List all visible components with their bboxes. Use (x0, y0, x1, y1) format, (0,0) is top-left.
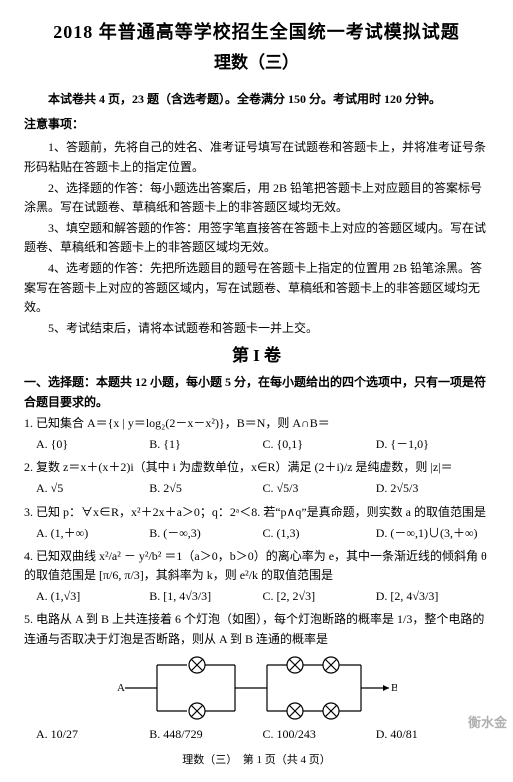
question-5: 5. 电路从 A 到 B 上共连接着 6 个灯泡（如图），每个灯泡断路的概率是 … (24, 610, 489, 744)
option-b: B. [1, 4√3/3] (149, 587, 262, 606)
page-footer: 理数（三） 第 1 页（共 4 页） (24, 752, 489, 770)
watermark: 衡水金 (468, 713, 507, 734)
option-c: C. √5/3 (263, 479, 376, 498)
option-a: A. (1,＋∞) (36, 524, 149, 543)
question-text: 3. 已知 p：∀x∈R，x²＋2x＋a＞0；q：2ᵃ＜8. 若“p∧q”是真命… (24, 503, 489, 522)
notice-item: 2、选择题的作答：每小题选出答案后，用 2B 铅笔把答题卡上对应题目的答案标号涂… (24, 179, 489, 217)
question-4: 4. 已知双曲线 x²/a² － y²/b² ＝1（a＞0，b＞0）的离心率为 … (24, 547, 489, 607)
option-b: B. 448/729 (149, 725, 262, 744)
option-a: A. 10/27 (36, 725, 149, 744)
exam-intro: 本试卷共 4 页，23 题（含选考题）。全卷满分 150 分。考试用时 120 … (24, 90, 489, 109)
option-a: A. {0} (36, 435, 149, 454)
option-a: A. √5 (36, 479, 149, 498)
option-d: D. [2, 4√3/3] (376, 587, 489, 606)
option-d: D. 2√5/3 (376, 479, 489, 498)
option-b: B. 2√5 (149, 479, 262, 498)
question-text: 4. 已知双曲线 x²/a² － y²/b² ＝1（a＞0，b＞0）的离心率为 … (24, 547, 489, 585)
option-c: C. [2, 2√3] (263, 587, 376, 606)
question-3: 3. 已知 p：∀x∈R，x²＋2x＋a＞0；q：2ᵃ＜8. 若“p∧q”是真命… (24, 503, 489, 543)
notice-item: 3、填空题和解答题的作答：用签字笔直接答在答题卡上对应的答题区域内。写在试题卷、… (24, 219, 489, 257)
option-c: C. {0,1} (263, 435, 376, 454)
svg-text:A: A (117, 682, 125, 694)
circuit-diagram: A B (117, 653, 397, 723)
option-b: B. (－∞,3) (149, 524, 262, 543)
question-text: 5. 电路从 A 到 B 上共连接着 6 个灯泡（如图），每个灯泡断路的概率是 … (24, 610, 489, 648)
question-2: 2. 复数 z＝x＋(x＋2)i（其中 i 为虚数单位，x∈R）满足 (2＋i)… (24, 458, 489, 498)
option-c: C. 100/243 (263, 725, 376, 744)
section-1-heading: 第 I 卷 (24, 342, 489, 369)
exam-title: 2018 年普通高等学校招生全国统一考试模拟试题 (24, 18, 489, 47)
svg-text:B: B (391, 682, 397, 694)
notice-item: 4、选考题的作答：先把所选题目的题号在答题卡上指定的位置用 2B 铅笔涂黑。答案… (24, 259, 489, 317)
notice-item: 5、考试结束后，请将本试题卷和答题卡一并上交。 (24, 319, 489, 338)
notice-item: 1、答题前，先将自己的姓名、准考证号填写在试题卷和答题卡上，并将准考证号条形码粘… (24, 138, 489, 176)
question-text: 2. 复数 z＝x＋(x＋2)i（其中 i 为虚数单位，x∈R）满足 (2＋i)… (24, 458, 489, 477)
exam-subtitle: 理数（三） (24, 49, 489, 76)
question-1: 1. 已知集合 A＝{x | y＝log₂(2－x－x²)}，B＝N，则 A∩B… (24, 414, 489, 454)
part-1-heading: 一、选择题：本题共 12 小题，每小题 5 分，在每小题给出的四个选项中，只有一… (24, 373, 489, 411)
notice-heading: 注意事项： (24, 115, 489, 134)
option-a: A. (1,√3] (36, 587, 149, 606)
option-d: D. (－∞,1)∪(3,＋∞) (376, 524, 489, 543)
option-c: C. (1,3) (263, 524, 376, 543)
question-text: 1. 已知集合 A＝{x | y＝log₂(2－x－x²)}，B＝N，则 A∩B… (24, 414, 489, 433)
option-b: B. {1} (149, 435, 262, 454)
option-d: D. {－1,0} (376, 435, 489, 454)
